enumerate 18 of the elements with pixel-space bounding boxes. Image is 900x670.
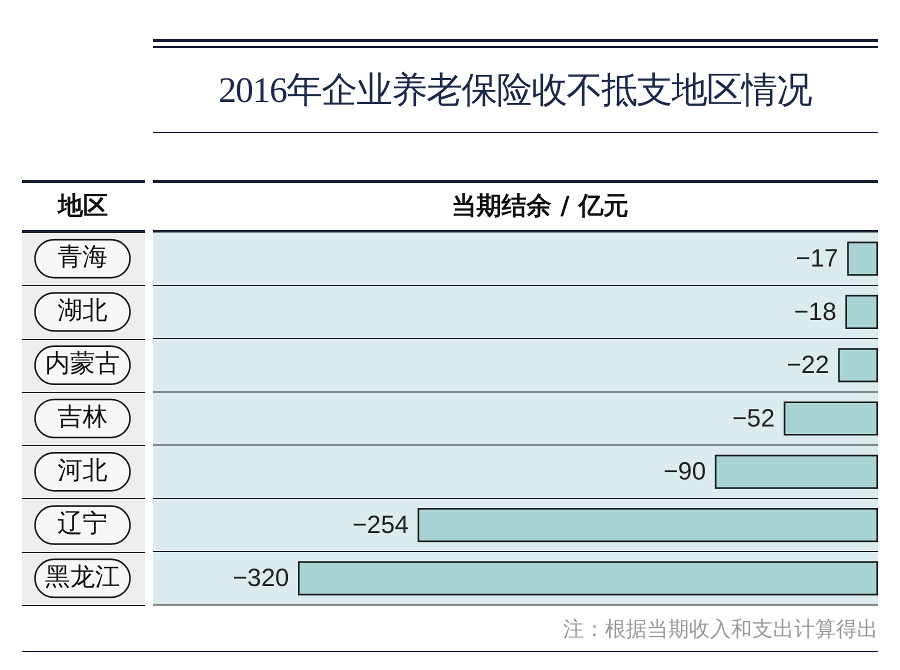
y-tick-label: 湖北 (58, 295, 108, 324)
data-label: −320 (232, 564, 289, 592)
data-label: −52 (732, 404, 775, 432)
data-label: −90 (663, 458, 706, 486)
y-axis-title: 地区 (58, 191, 108, 221)
text: 注：根据当期收入和支出计算得出 (563, 617, 878, 642)
x-axis-title: 当期结余 / 亿元 (452, 191, 628, 221)
y-tick-label: 河北 (58, 455, 108, 484)
data-label: −22 (786, 351, 830, 380)
y-tick-label: 辽宁 (58, 508, 108, 538)
chart-title: 2016年企业养老保险收不抵支地区情况 (218, 70, 812, 112)
data-label: −254 (352, 510, 409, 539)
y-tick-label: 黑龙江 (45, 562, 120, 591)
data-label: −18 (794, 298, 836, 326)
y-tick-label: 青海 (58, 242, 108, 272)
data-label: −17 (796, 244, 838, 273)
y-tick-label: 内蒙古 (45, 348, 120, 378)
y-tick-label: 吉林 (58, 402, 108, 431)
